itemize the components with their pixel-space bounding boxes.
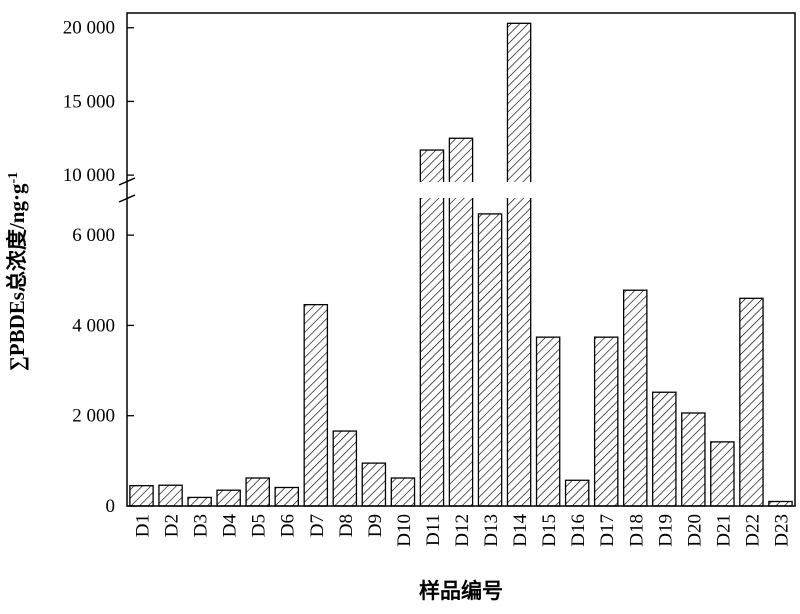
bar-D2 — [158, 484, 183, 507]
y-axis-title-superscript: -1 — [6, 172, 21, 184]
y-tick-label: 0 — [106, 496, 116, 517]
bar-D22 — [739, 297, 764, 507]
x-tick-label: D13 — [481, 514, 502, 547]
bar-D4 — [216, 489, 241, 507]
bars-layer — [129, 22, 793, 507]
y-axis-title: ∑PBDEs总浓度/ng·g-1 — [5, 172, 29, 371]
y-tick-label: 15 000 — [63, 91, 115, 112]
x-tick-label: D12 — [452, 514, 473, 547]
bar-D20 — [681, 412, 706, 507]
bar-D13 — [477, 213, 503, 507]
y-tick-label: 10 000 — [63, 165, 115, 186]
bar-D9 — [361, 462, 387, 507]
bar-D11 — [419, 149, 445, 507]
bar-D17 — [593, 336, 619, 507]
x-tick-label: D18 — [626, 514, 647, 547]
x-axis-title: 样品编号 — [419, 579, 503, 603]
x-tick-label: D22 — [742, 514, 763, 547]
x-tick-label: D2 — [162, 514, 183, 537]
bar-D6 — [274, 486, 299, 507]
bar-break-gap — [448, 182, 474, 198]
bar-D16 — [564, 479, 590, 507]
bar-D7 — [303, 303, 329, 507]
x-axis-categories: D1 D2 D3 D4 D5 D6 D7 D8 D9 D10 D11 D12 D13 D14 D15 D16 D… — [133, 514, 793, 547]
plot-frame — [126, 12, 796, 507]
x-tick-label: D1 — [133, 514, 154, 537]
bar-break-gap — [506, 182, 532, 198]
y-tick-label: 6 000 — [72, 225, 115, 246]
x-tick-label: D8 — [336, 514, 357, 537]
y-axis-title-main: ∑PBDEs总浓度/ng·g — [5, 183, 29, 371]
bar-D15 — [535, 336, 561, 507]
x-tick-label: D10 — [394, 514, 415, 547]
bar-break-gap — [419, 182, 445, 198]
x-tick-label: D19 — [655, 514, 676, 547]
x-tick-label: D23 — [771, 514, 792, 547]
y-axis-ticks: 0 2 000 4 000 6 000 10 000 15 000 20 000 — [63, 18, 134, 517]
bar-D10 — [390, 477, 416, 507]
x-tick-label: D20 — [684, 514, 705, 547]
x-tick-label: D7 — [307, 514, 328, 537]
bar-D18 — [622, 289, 648, 507]
x-tick-label: D16 — [568, 514, 589, 547]
x-tick-label: D5 — [249, 514, 270, 537]
x-tick-label: D6 — [278, 514, 299, 537]
x-tick-label: D14 — [510, 514, 531, 547]
y-tick-label: 2 000 — [72, 406, 115, 427]
bar-D21 — [710, 441, 735, 507]
x-tick-label: D11 — [423, 514, 444, 546]
bar-D8 — [332, 430, 358, 507]
bar-D5 — [245, 477, 270, 507]
x-tick-label: D21 — [713, 514, 734, 547]
y-tick-label: 4 000 — [72, 315, 115, 336]
x-tick-label: D15 — [539, 514, 560, 547]
x-tick-label: D9 — [365, 514, 386, 537]
bar-D14 — [506, 22, 532, 507]
x-tick-label: D3 — [191, 514, 212, 537]
y-tick-label: 20 000 — [63, 18, 115, 39]
x-tick-label: D17 — [597, 514, 618, 547]
bar-D1 — [129, 485, 154, 507]
bar-D3 — [187, 496, 212, 507]
bar-D19 — [652, 391, 677, 507]
x-tick-label: D4 — [220, 514, 241, 538]
